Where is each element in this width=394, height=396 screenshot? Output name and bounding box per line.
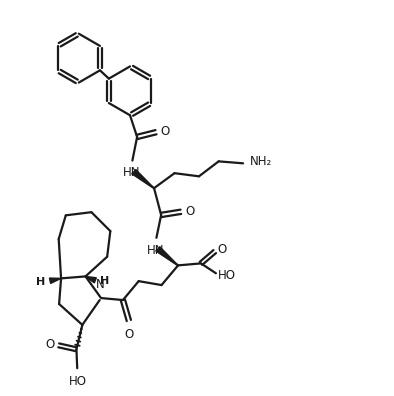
Polygon shape (156, 247, 178, 265)
Text: N: N (96, 278, 105, 291)
Text: NH₂: NH₂ (250, 155, 272, 168)
Text: HO: HO (218, 269, 236, 282)
Text: O: O (161, 125, 170, 138)
Polygon shape (50, 278, 61, 284)
Text: H: H (100, 276, 110, 286)
Text: H: H (36, 276, 45, 287)
Text: HO: HO (69, 375, 87, 388)
Text: O: O (124, 327, 134, 341)
Text: O: O (46, 338, 55, 351)
Polygon shape (85, 276, 97, 283)
Polygon shape (132, 169, 154, 188)
Text: O: O (217, 243, 226, 256)
Text: O: O (186, 204, 195, 217)
Text: HN: HN (123, 166, 140, 179)
Text: HN: HN (147, 244, 164, 257)
